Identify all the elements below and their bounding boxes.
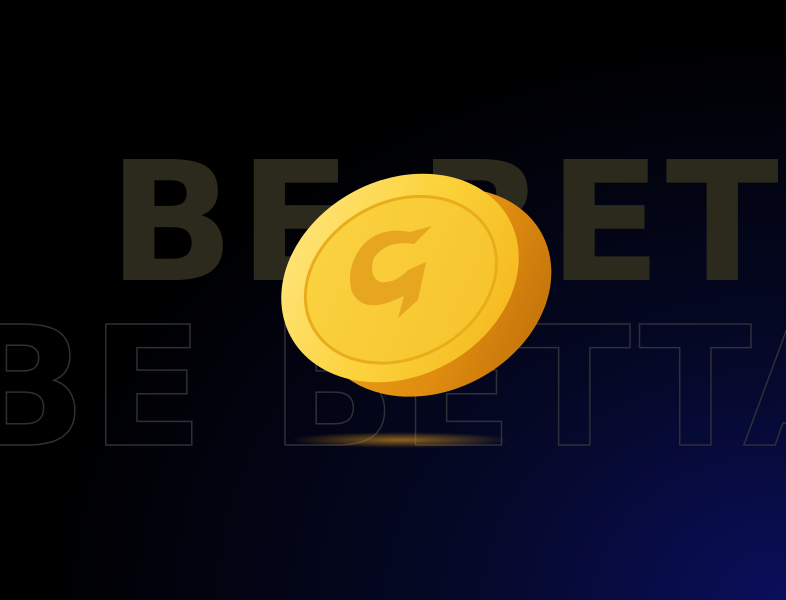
coin-glow xyxy=(290,432,510,448)
coin-logo xyxy=(349,226,432,318)
